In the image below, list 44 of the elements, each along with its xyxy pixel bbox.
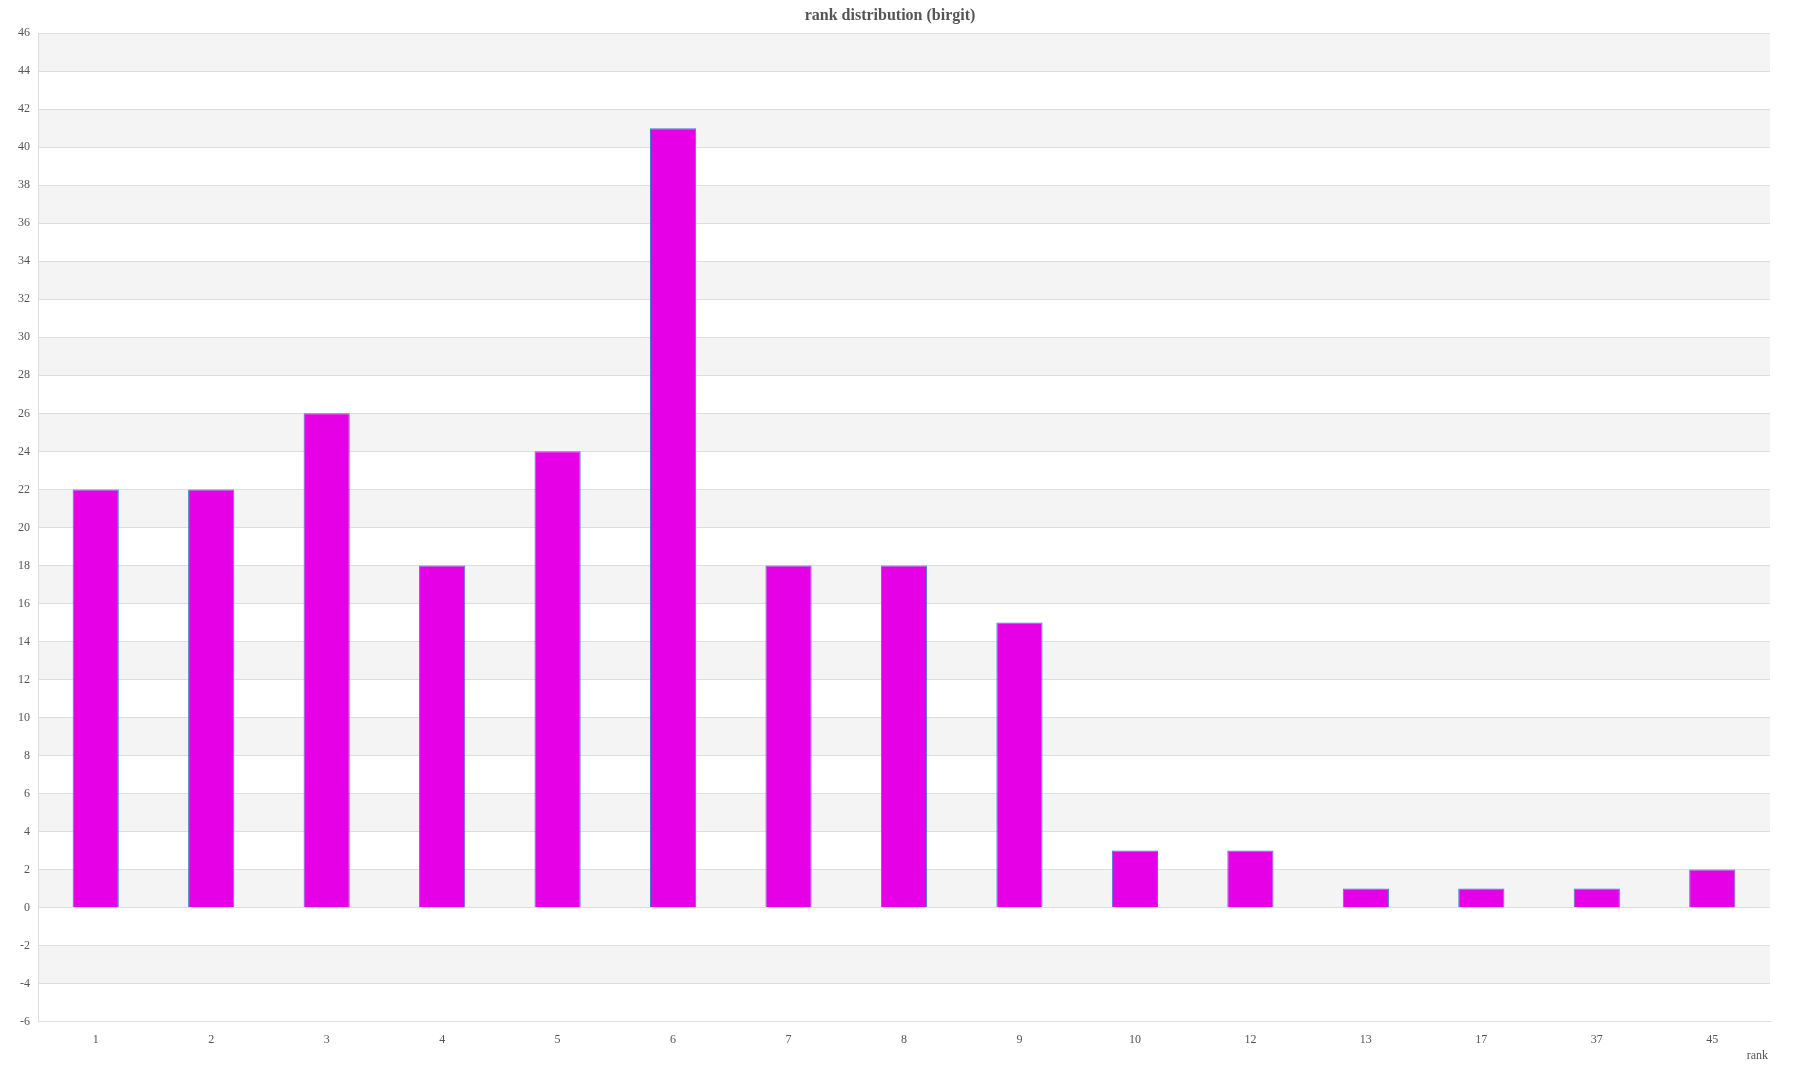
x-tick-label: 12 (1244, 1031, 1257, 1046)
y-tick-label: 20 (18, 519, 30, 534)
y-tick-label: 46 (18, 25, 30, 40)
y-tick-label: 30 (18, 329, 30, 344)
x-tick-label: 5 (554, 1031, 561, 1046)
y-tick-label: 28 (18, 367, 30, 382)
y-tick-label: 16 (18, 595, 30, 610)
chart-title: rank distribution (birgit) (804, 5, 976, 24)
y-tick-label: 12 (18, 671, 30, 686)
y-tick-label: 44 (18, 63, 30, 78)
y-tick-label: 24 (18, 443, 30, 458)
y-tick-label: 34 (18, 253, 30, 268)
x-tick-label: 4 (439, 1031, 446, 1046)
x-tick-label: 1 (92, 1031, 99, 1046)
y-tick-label: 18 (18, 557, 30, 572)
y-tick-label: 14 (18, 633, 30, 648)
x-tick-label: 13 (1359, 1031, 1372, 1046)
x-tick-label: 7 (785, 1031, 792, 1046)
x-tick-label: 45 (1706, 1031, 1719, 1046)
x-tick-label: 8 (901, 1031, 907, 1046)
y-tick-label: 38 (18, 177, 30, 192)
y-tick-label: 36 (18, 215, 30, 230)
y-tick-label: 2 (24, 861, 30, 876)
x-axis-title: rank (1746, 1047, 1768, 1062)
y-tick-label: 8 (24, 747, 30, 762)
y-tick-label: 22 (18, 481, 30, 496)
y-tick-label: 6 (24, 785, 30, 800)
y-tick-label: 10 (18, 709, 30, 724)
y-tick-label: 4 (24, 823, 30, 838)
y-tick-label: -4 (20, 975, 30, 990)
x-tick-label: 37 (1590, 1031, 1603, 1046)
x-tick-label: 9 (1016, 1031, 1023, 1046)
x-tick-label: 17 (1475, 1031, 1488, 1046)
x-tick-label: 2 (208, 1031, 215, 1046)
y-tick-label: 42 (18, 101, 30, 116)
x-tick-label: 6 (670, 1031, 677, 1046)
y-tick-label: 40 (18, 139, 30, 154)
y-tick-label: 0 (24, 899, 30, 914)
y-tick-label: -2 (20, 937, 30, 952)
y-tick-label: -6 (20, 1013, 30, 1028)
y-tick-label: 32 (18, 291, 30, 306)
y-tick-label: 26 (18, 405, 30, 420)
x-tick-label: 10 (1128, 1031, 1141, 1046)
x-tick-label: 3 (323, 1031, 330, 1046)
